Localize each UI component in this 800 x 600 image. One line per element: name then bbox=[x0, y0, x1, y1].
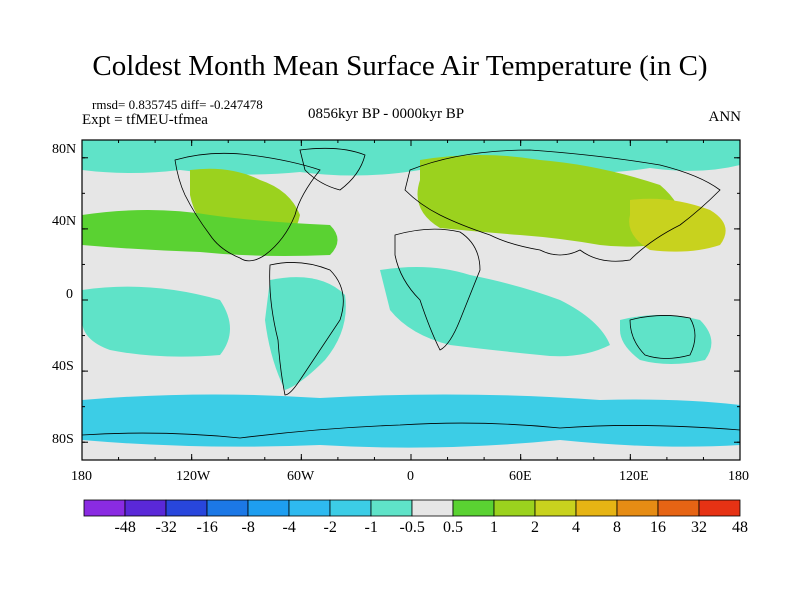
lon-label-180w: 180 bbox=[71, 469, 92, 484]
australia-cyan bbox=[620, 315, 712, 364]
lon-label-120w: 120W bbox=[176, 469, 211, 484]
colorbar-label: 4 bbox=[572, 519, 580, 536]
colorbar-label: 32 bbox=[691, 519, 707, 536]
period-label: 0856kyr BP - 0000kyr BP bbox=[308, 106, 465, 122]
lat-label-80n: 80N bbox=[52, 142, 77, 157]
colorbar-swatch bbox=[83, 499, 126, 517]
north-america-coast bbox=[174, 152, 321, 262]
lat-label-40s: 40S bbox=[52, 359, 74, 374]
colorbar-swatch bbox=[370, 499, 413, 517]
greenland-coast bbox=[299, 147, 366, 191]
coastlines bbox=[81, 147, 741, 439]
axis-ticks bbox=[81, 140, 741, 460]
southern-ocean-blue bbox=[82, 394, 740, 448]
antarctica-coast bbox=[81, 422, 741, 439]
south-america-cyan bbox=[265, 277, 346, 390]
australia-coast bbox=[629, 315, 696, 359]
colorbar-swatch bbox=[698, 499, 741, 517]
colorbar-label: 48 bbox=[732, 519, 748, 536]
season-label: ANN bbox=[708, 109, 742, 125]
map-panel bbox=[81, 139, 741, 461]
colorbar-label: 1 bbox=[490, 519, 498, 536]
lon-label-60w: 60W bbox=[287, 469, 315, 484]
colorbar-label: -32 bbox=[155, 519, 177, 536]
colorbar-label: -8 bbox=[241, 519, 255, 536]
eurasia-coast bbox=[404, 149, 721, 262]
colorbar-swatch bbox=[411, 499, 454, 517]
pacific-cyan bbox=[82, 286, 230, 357]
colorbar-swatch bbox=[288, 499, 331, 517]
lat-label-80s: 80S bbox=[52, 432, 74, 447]
south-america-coast bbox=[269, 262, 344, 396]
colorbar-swatch bbox=[452, 499, 495, 517]
chart-title: Coldest Month Mean Surface Air Temperatu… bbox=[92, 50, 708, 82]
rmsd-diff-stats: rmsd= 0.835745 diff= -0.247478 bbox=[92, 97, 263, 112]
lon-label-180e: 180 bbox=[728, 469, 749, 484]
colorbar-swatch bbox=[247, 499, 290, 517]
lat-label-40n: 40N bbox=[52, 214, 77, 229]
anomaly-fields bbox=[82, 140, 740, 448]
colorbar-label: -0.5 bbox=[399, 519, 425, 536]
colorbar-label: -16 bbox=[196, 519, 218, 536]
west-pacific-orange bbox=[629, 198, 726, 252]
colorbar-label: 2 bbox=[531, 519, 539, 536]
colorbar-label: 8 bbox=[613, 519, 621, 536]
colorbar-swatch bbox=[657, 499, 700, 517]
colorbar-swatch bbox=[124, 499, 167, 517]
colorbar-swatch bbox=[616, 499, 659, 517]
colorbar-swatch bbox=[329, 499, 372, 517]
colorbar-swatch bbox=[534, 499, 577, 517]
colorbar-label: 0.5 bbox=[443, 519, 463, 536]
colorbar-label: -1 bbox=[364, 519, 378, 536]
africa-coast bbox=[394, 228, 481, 351]
colorbar-swatch bbox=[206, 499, 249, 517]
colorbar-label: -2 bbox=[323, 519, 337, 536]
lon-label-0: 0 bbox=[407, 469, 414, 484]
colorbar-label: -4 bbox=[282, 519, 296, 536]
africa-south-atlantic-cyan bbox=[380, 266, 610, 357]
colorbar-label: -48 bbox=[114, 519, 136, 536]
lon-label-120e: 120E bbox=[619, 469, 649, 484]
eurasia-green bbox=[417, 155, 683, 247]
colorbar-label: 16 bbox=[650, 519, 666, 536]
colorbar-swatch bbox=[165, 499, 208, 517]
colorbar-swatch bbox=[493, 499, 536, 517]
lat-label-0: 0 bbox=[66, 287, 73, 302]
north-atlantic-green bbox=[82, 210, 338, 256]
colorbar bbox=[83, 499, 741, 517]
colorbar-swatch bbox=[575, 499, 618, 517]
lon-label-60e: 60E bbox=[509, 469, 532, 484]
experiment-label: Expt = tfMEU-tfmea bbox=[82, 112, 208, 128]
